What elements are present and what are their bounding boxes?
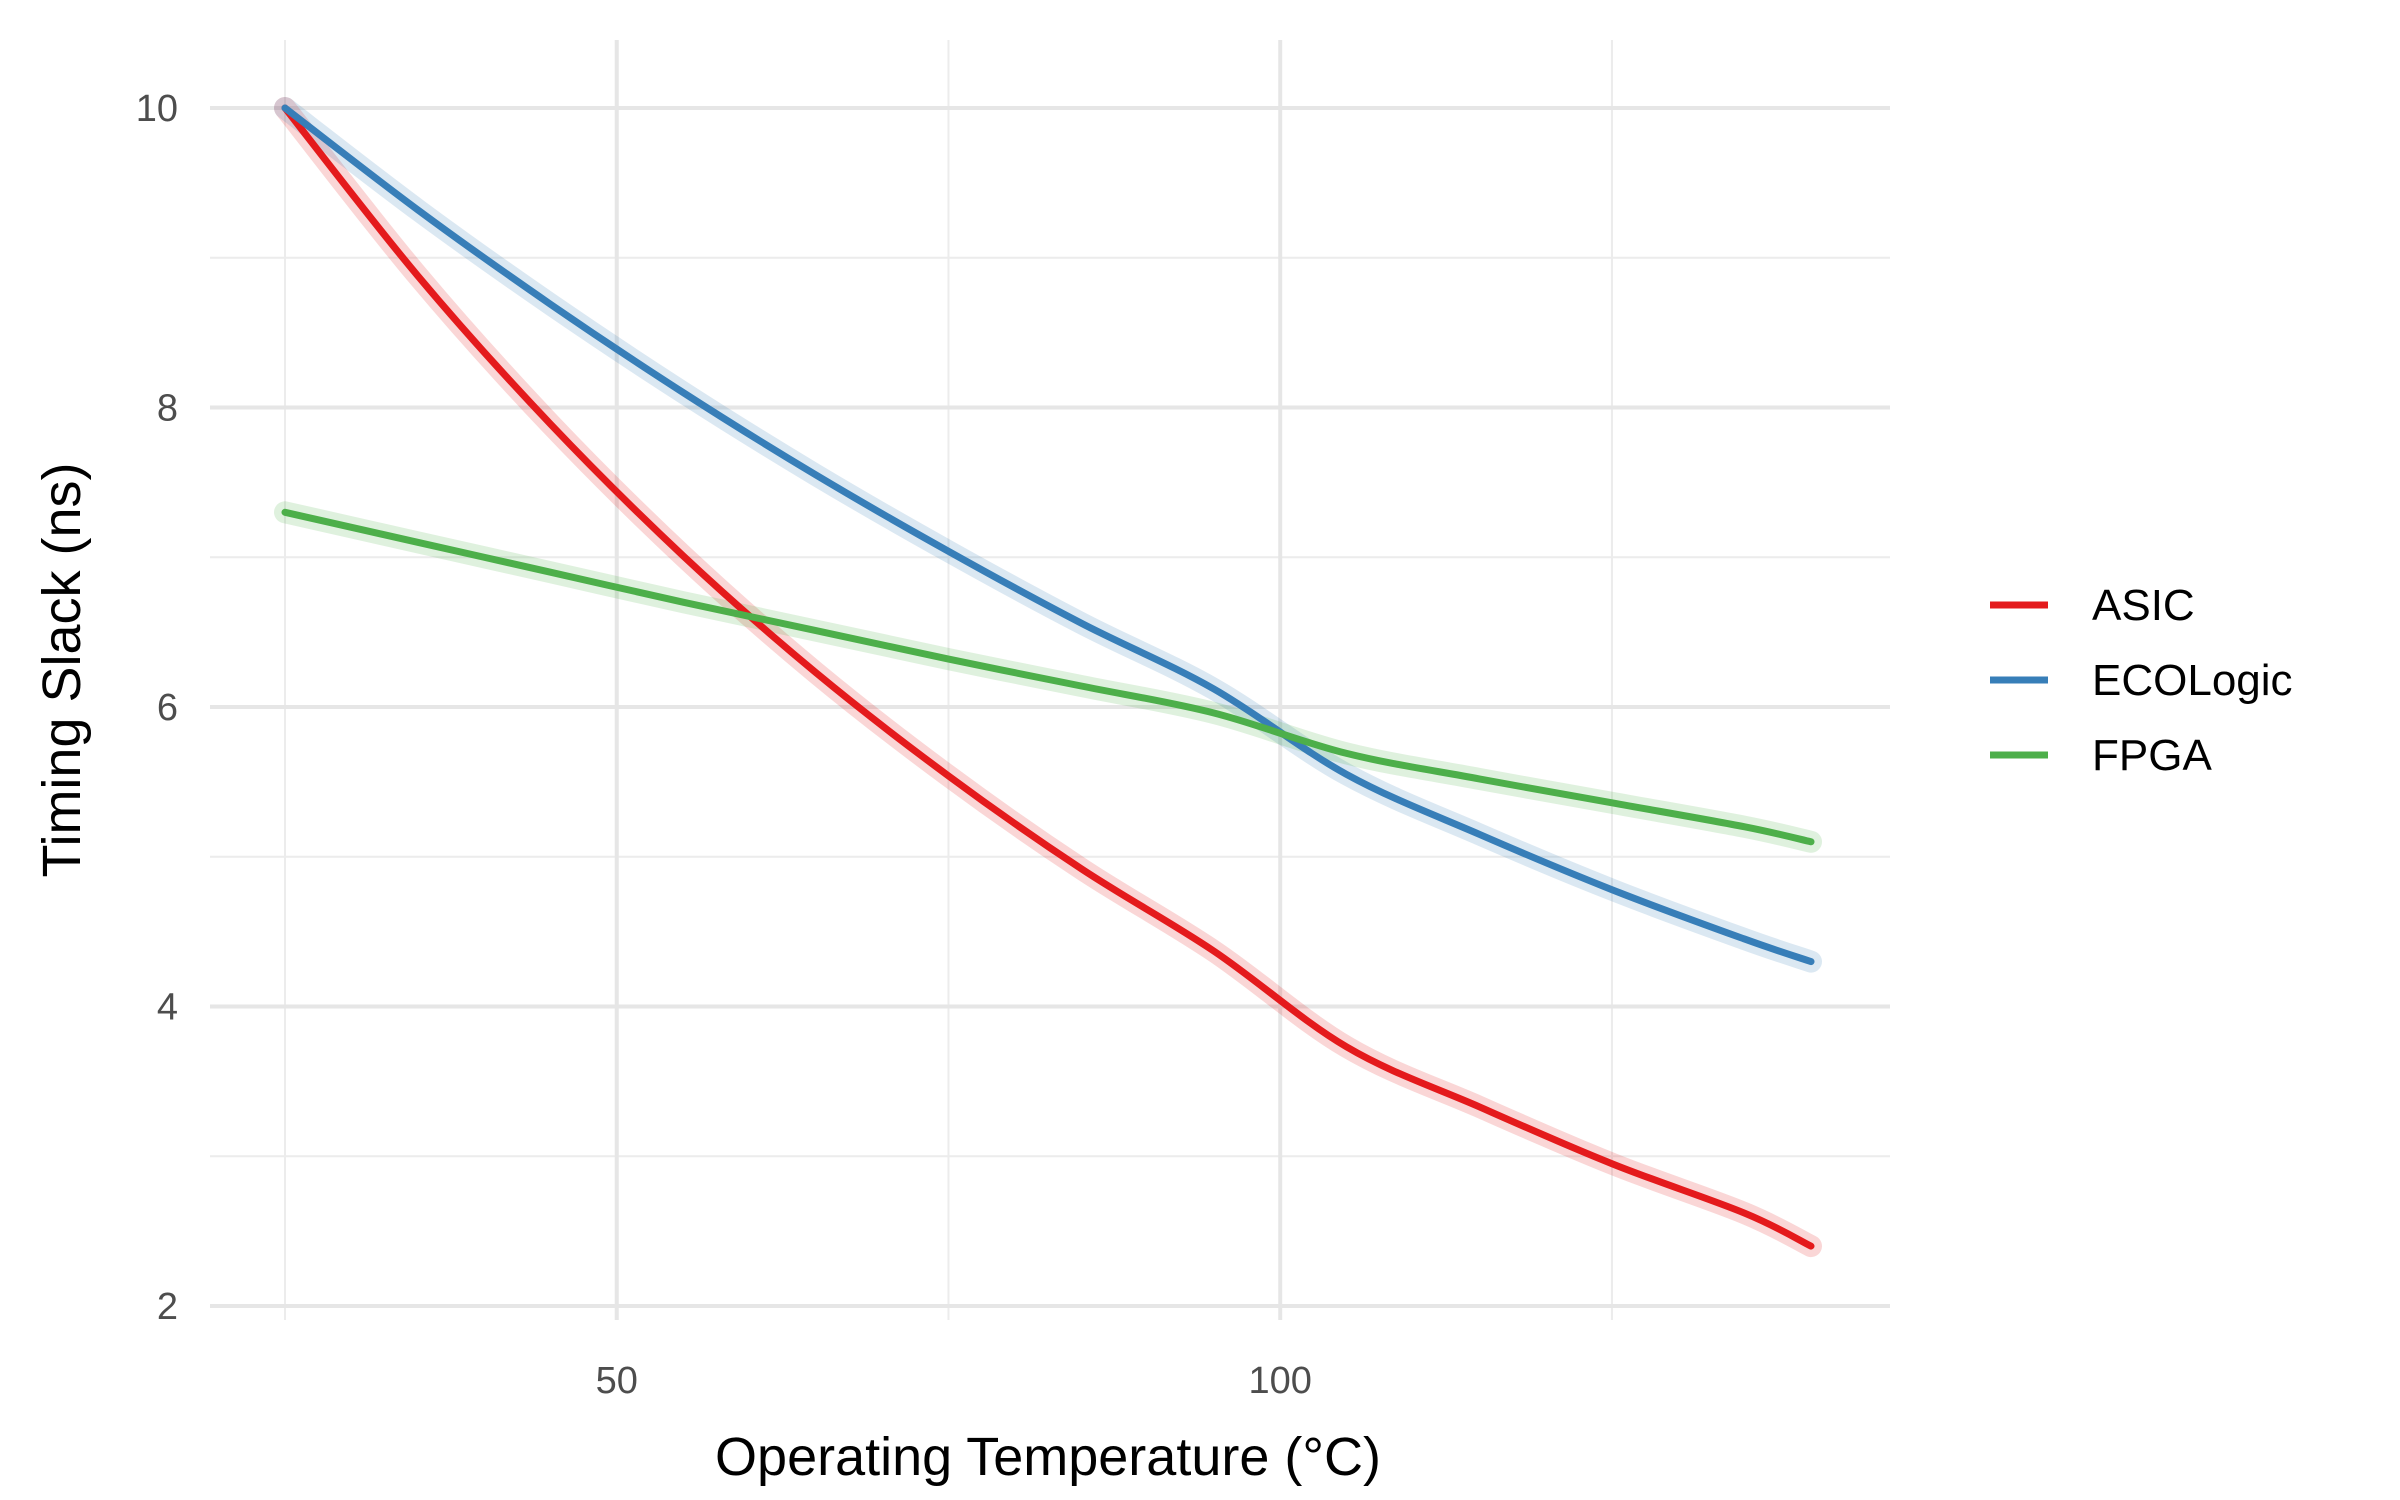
legend-label-ecologic: ECOLogic — [2092, 656, 2293, 705]
legend: ASIC ECOLogic FPGA — [1990, 581, 2293, 780]
y-axis-title: Timing Slack (ns) — [32, 462, 92, 877]
series-line-ecologic — [281, 104, 1815, 966]
series-line-asic — [281, 104, 1815, 1250]
y-tick-label: 6 — [157, 687, 178, 729]
y-tick-label: 4 — [157, 987, 178, 1029]
tick-labels: 2 4 6 8 10 50 100 — [136, 88, 1312, 1402]
y-tick-label: 8 — [157, 388, 178, 430]
legend-label-fpga: FPGA — [2092, 731, 2212, 780]
legend-label-asic: ASIC — [2092, 581, 2195, 630]
x-axis-title: Operating Temperature (°C) — [715, 1427, 1381, 1487]
y-tick-label: 10 — [136, 88, 178, 130]
x-tick-label: 100 — [1249, 1360, 1312, 1402]
series-lines — [281, 104, 1815, 1250]
grid-lines — [210, 40, 1890, 1320]
series-line-fpga — [281, 508, 1815, 846]
y-tick-label: 2 — [157, 1286, 178, 1328]
x-tick-label: 50 — [596, 1360, 638, 1402]
